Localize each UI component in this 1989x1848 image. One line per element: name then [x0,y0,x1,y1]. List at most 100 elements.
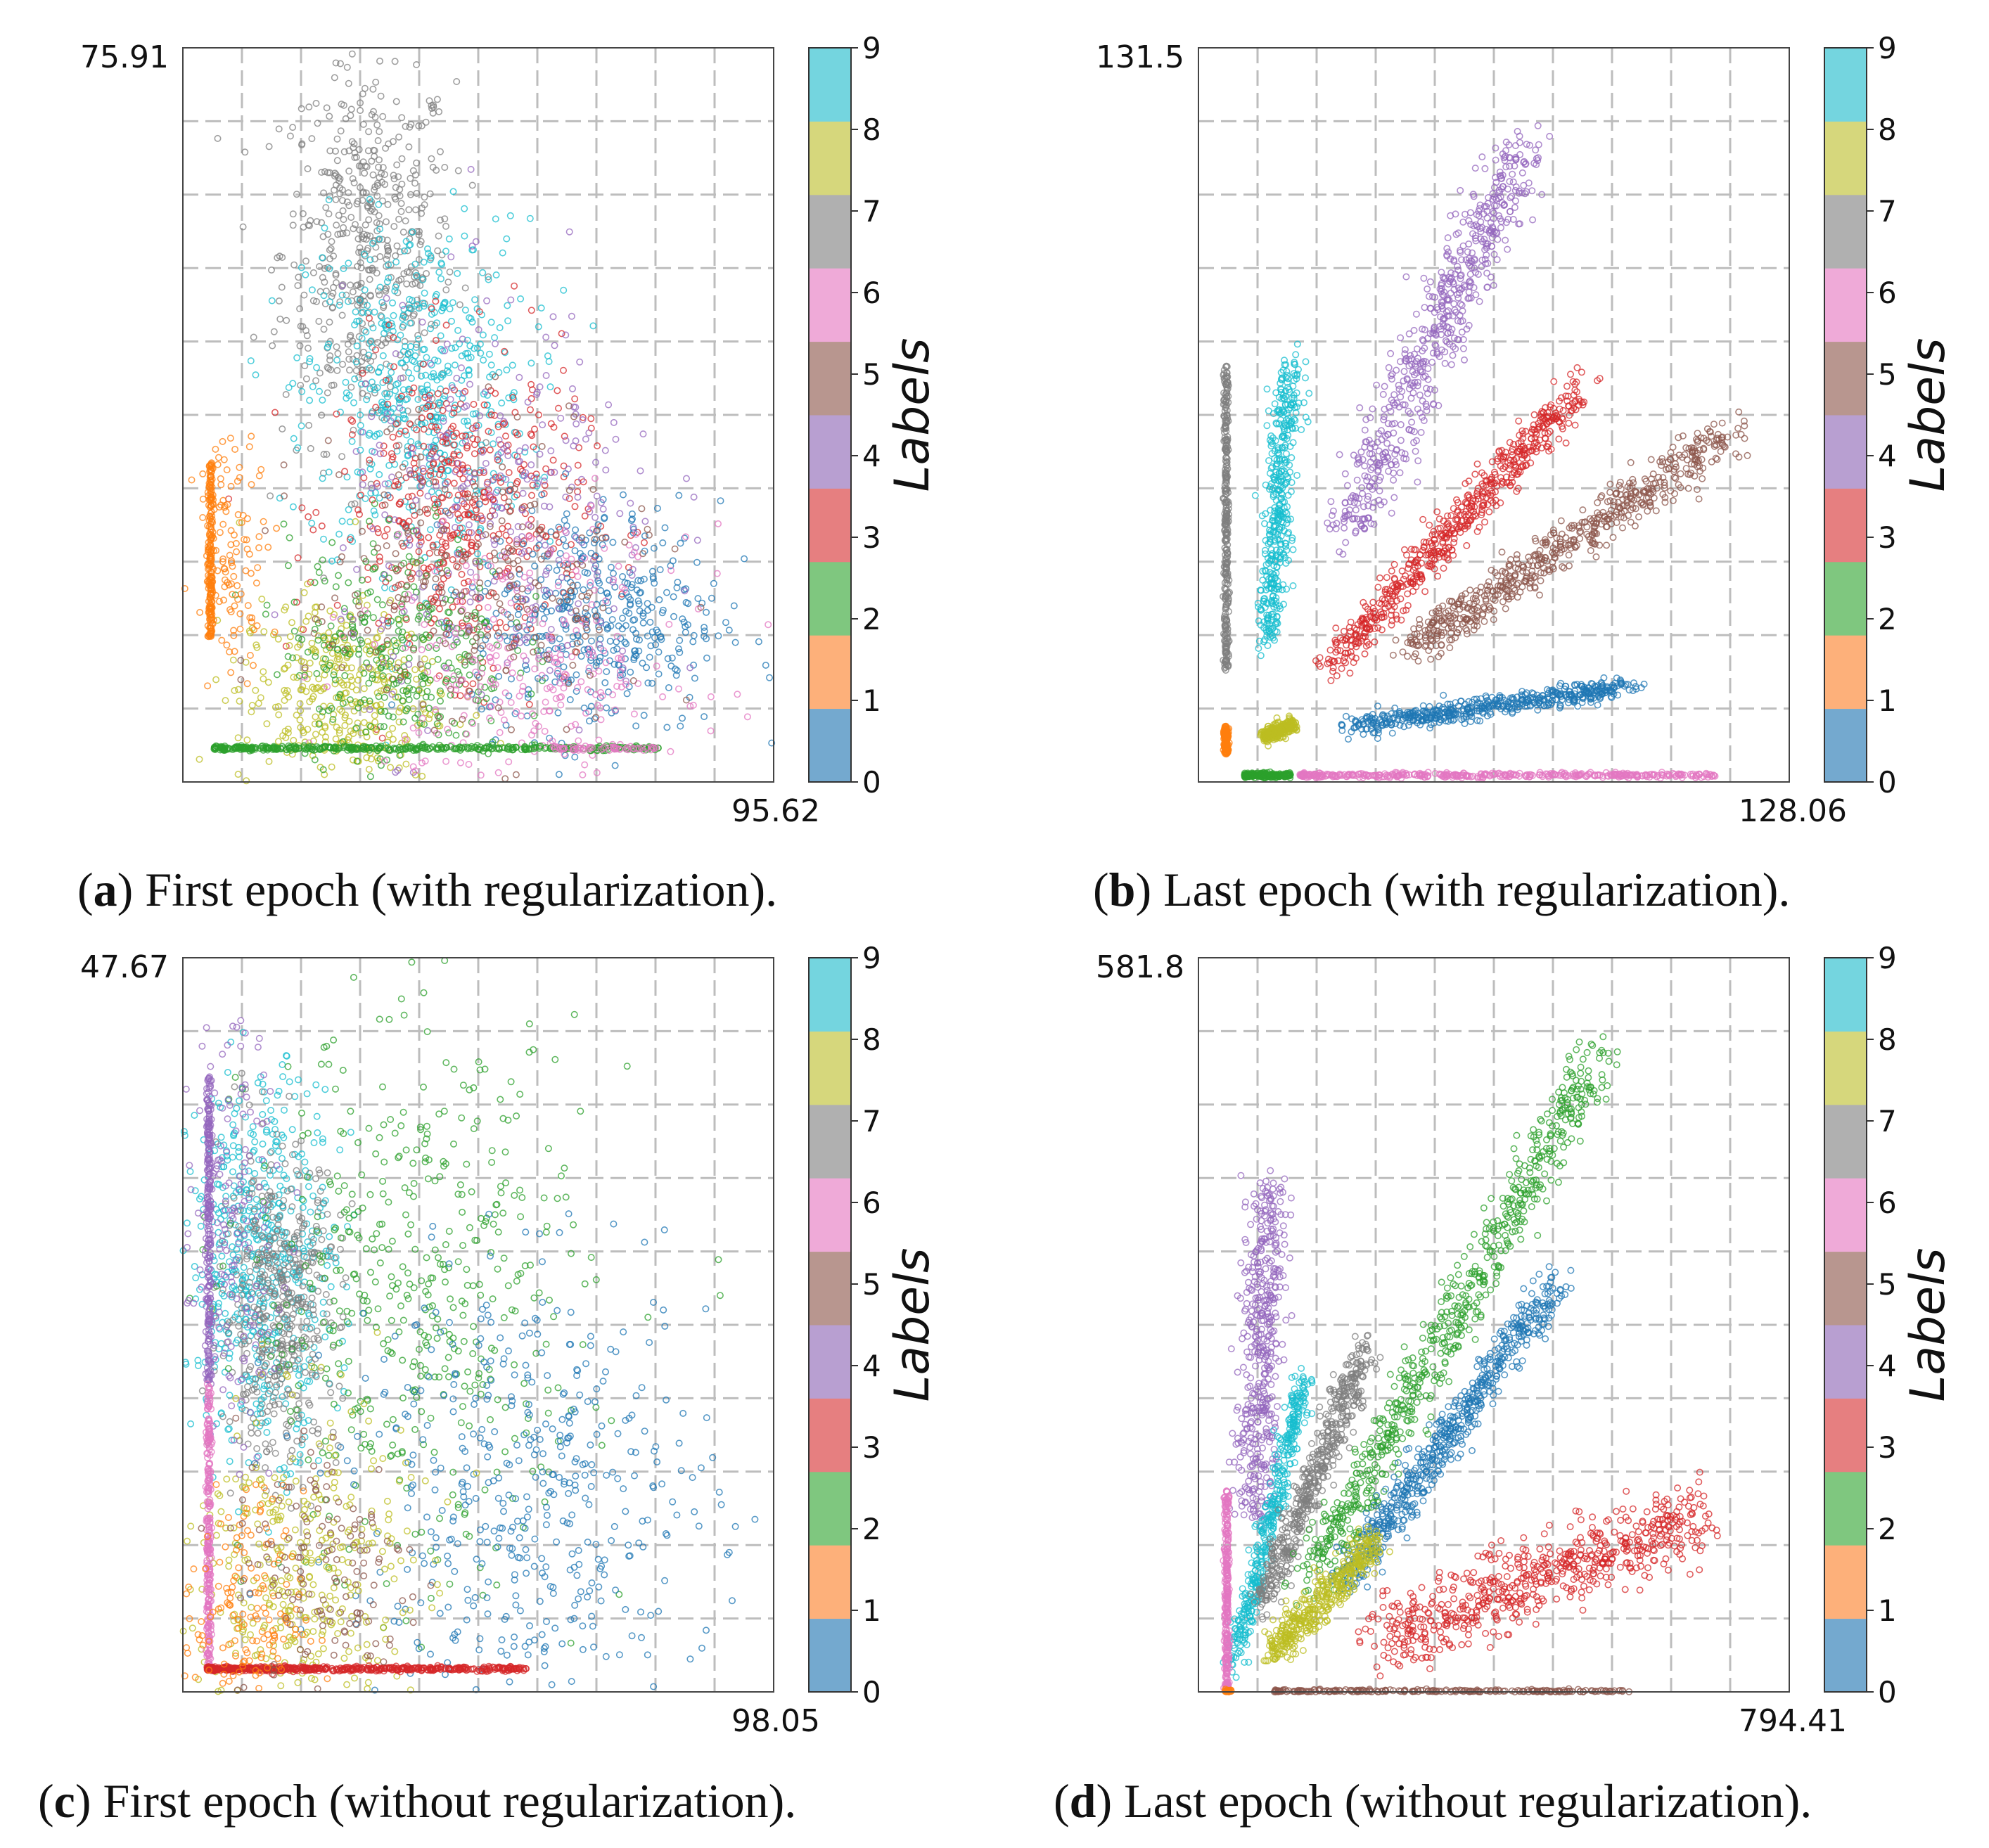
data-point [629,616,637,624]
data-point [561,670,569,678]
data-point [558,330,565,338]
data-point [384,248,392,255]
data-point [568,556,575,563]
data-point [432,423,440,431]
data-point [381,501,389,508]
data-point [380,171,388,179]
data-point [471,441,478,449]
data-point [373,482,381,490]
data-point [447,253,455,261]
data-point [432,513,440,520]
data-point [562,529,570,537]
data-point [460,579,468,587]
data-point [418,122,426,129]
data-point [302,327,309,335]
data-point [300,743,308,751]
data-point [535,411,542,418]
data-point [384,622,392,630]
data-point [430,596,438,604]
data-point [353,757,361,765]
data-point [362,729,370,736]
data-point [309,695,316,702]
data-point [565,679,573,687]
data-point [624,579,632,587]
data-point [701,627,708,635]
data-point [421,578,429,586]
data-point [210,616,217,624]
data-point [384,200,392,208]
data-point [516,447,523,455]
data-point [549,313,557,321]
data-point [335,726,343,734]
data-point [327,366,335,373]
data-point [1251,492,1259,499]
data-point [438,251,446,259]
data-point [471,696,479,704]
data-point [369,171,377,179]
data-point [1222,656,1230,664]
data-point [1276,457,1284,465]
data-point [693,558,701,566]
data-point [352,724,360,732]
data-point [359,348,367,356]
data-point [357,610,364,618]
data-point [228,559,236,567]
data-point [618,625,626,633]
data-point [667,662,675,670]
data-point [528,432,536,439]
data-point [468,589,476,597]
data-point [435,500,442,508]
data-point [310,629,318,637]
data-point [639,619,647,627]
data-point [599,534,606,542]
data-point [411,269,419,276]
data-point [572,607,580,615]
data-point [562,650,570,658]
data-point [1304,418,1312,425]
data-point [421,394,429,402]
data-point [395,500,403,508]
data-point [1269,580,1277,588]
data-point [395,616,403,624]
data-point [600,647,608,655]
data-point [425,715,433,723]
data-point [222,508,230,515]
data-point [441,552,449,560]
data-point [615,563,622,570]
data-point [536,450,544,458]
data-point [226,435,234,442]
data-point [507,528,515,536]
data-point [333,366,341,374]
data-point [301,664,309,672]
data-point [319,233,327,240]
data-point [573,582,581,589]
data-point [565,228,573,236]
data-point [424,394,432,402]
data-point [625,683,633,691]
data-point [493,534,501,542]
data-point [414,558,421,566]
data-point [363,754,371,762]
data-point [467,568,475,576]
data-point [551,658,558,666]
colorbar-segment [809,708,851,783]
data-point [365,431,373,439]
data-point [321,300,329,307]
data-point [241,148,249,156]
data-point [527,307,535,314]
data-point [348,620,356,628]
data-point [570,442,577,450]
data-point [385,731,393,738]
data-point [353,317,361,325]
data-point [517,466,525,473]
data-point [555,523,563,531]
data-point [452,468,459,475]
data-point [432,297,440,305]
data-point [381,571,389,579]
data-point [428,488,435,496]
data-point [492,390,499,397]
data-point [541,728,549,736]
data-point [571,395,579,403]
data-point [359,390,366,397]
data-point [388,691,396,698]
